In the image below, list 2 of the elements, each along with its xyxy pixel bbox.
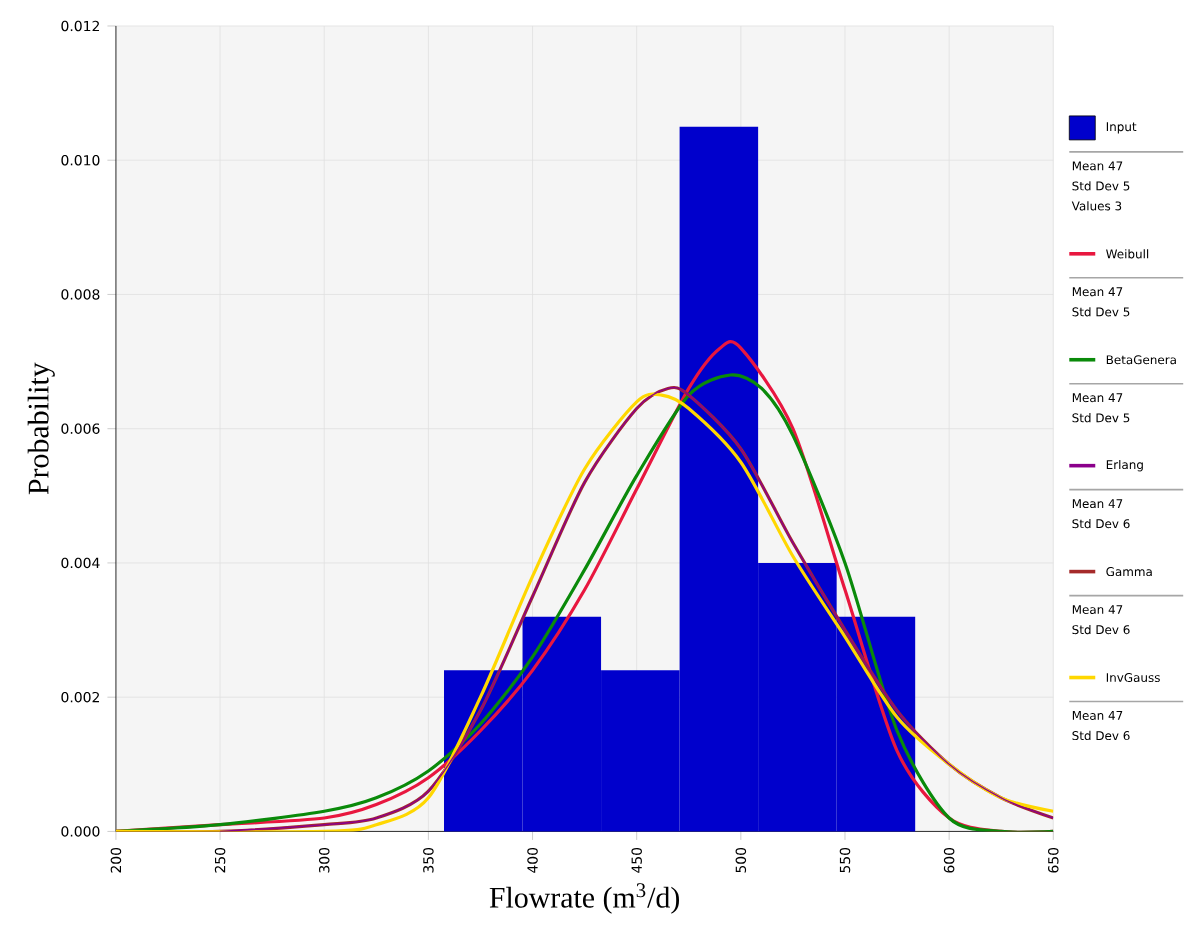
y-axis-title: Probability: [27, 362, 55, 495]
x-axis-title: Flowrate (m$^{3}$/d): [489, 883, 680, 915]
